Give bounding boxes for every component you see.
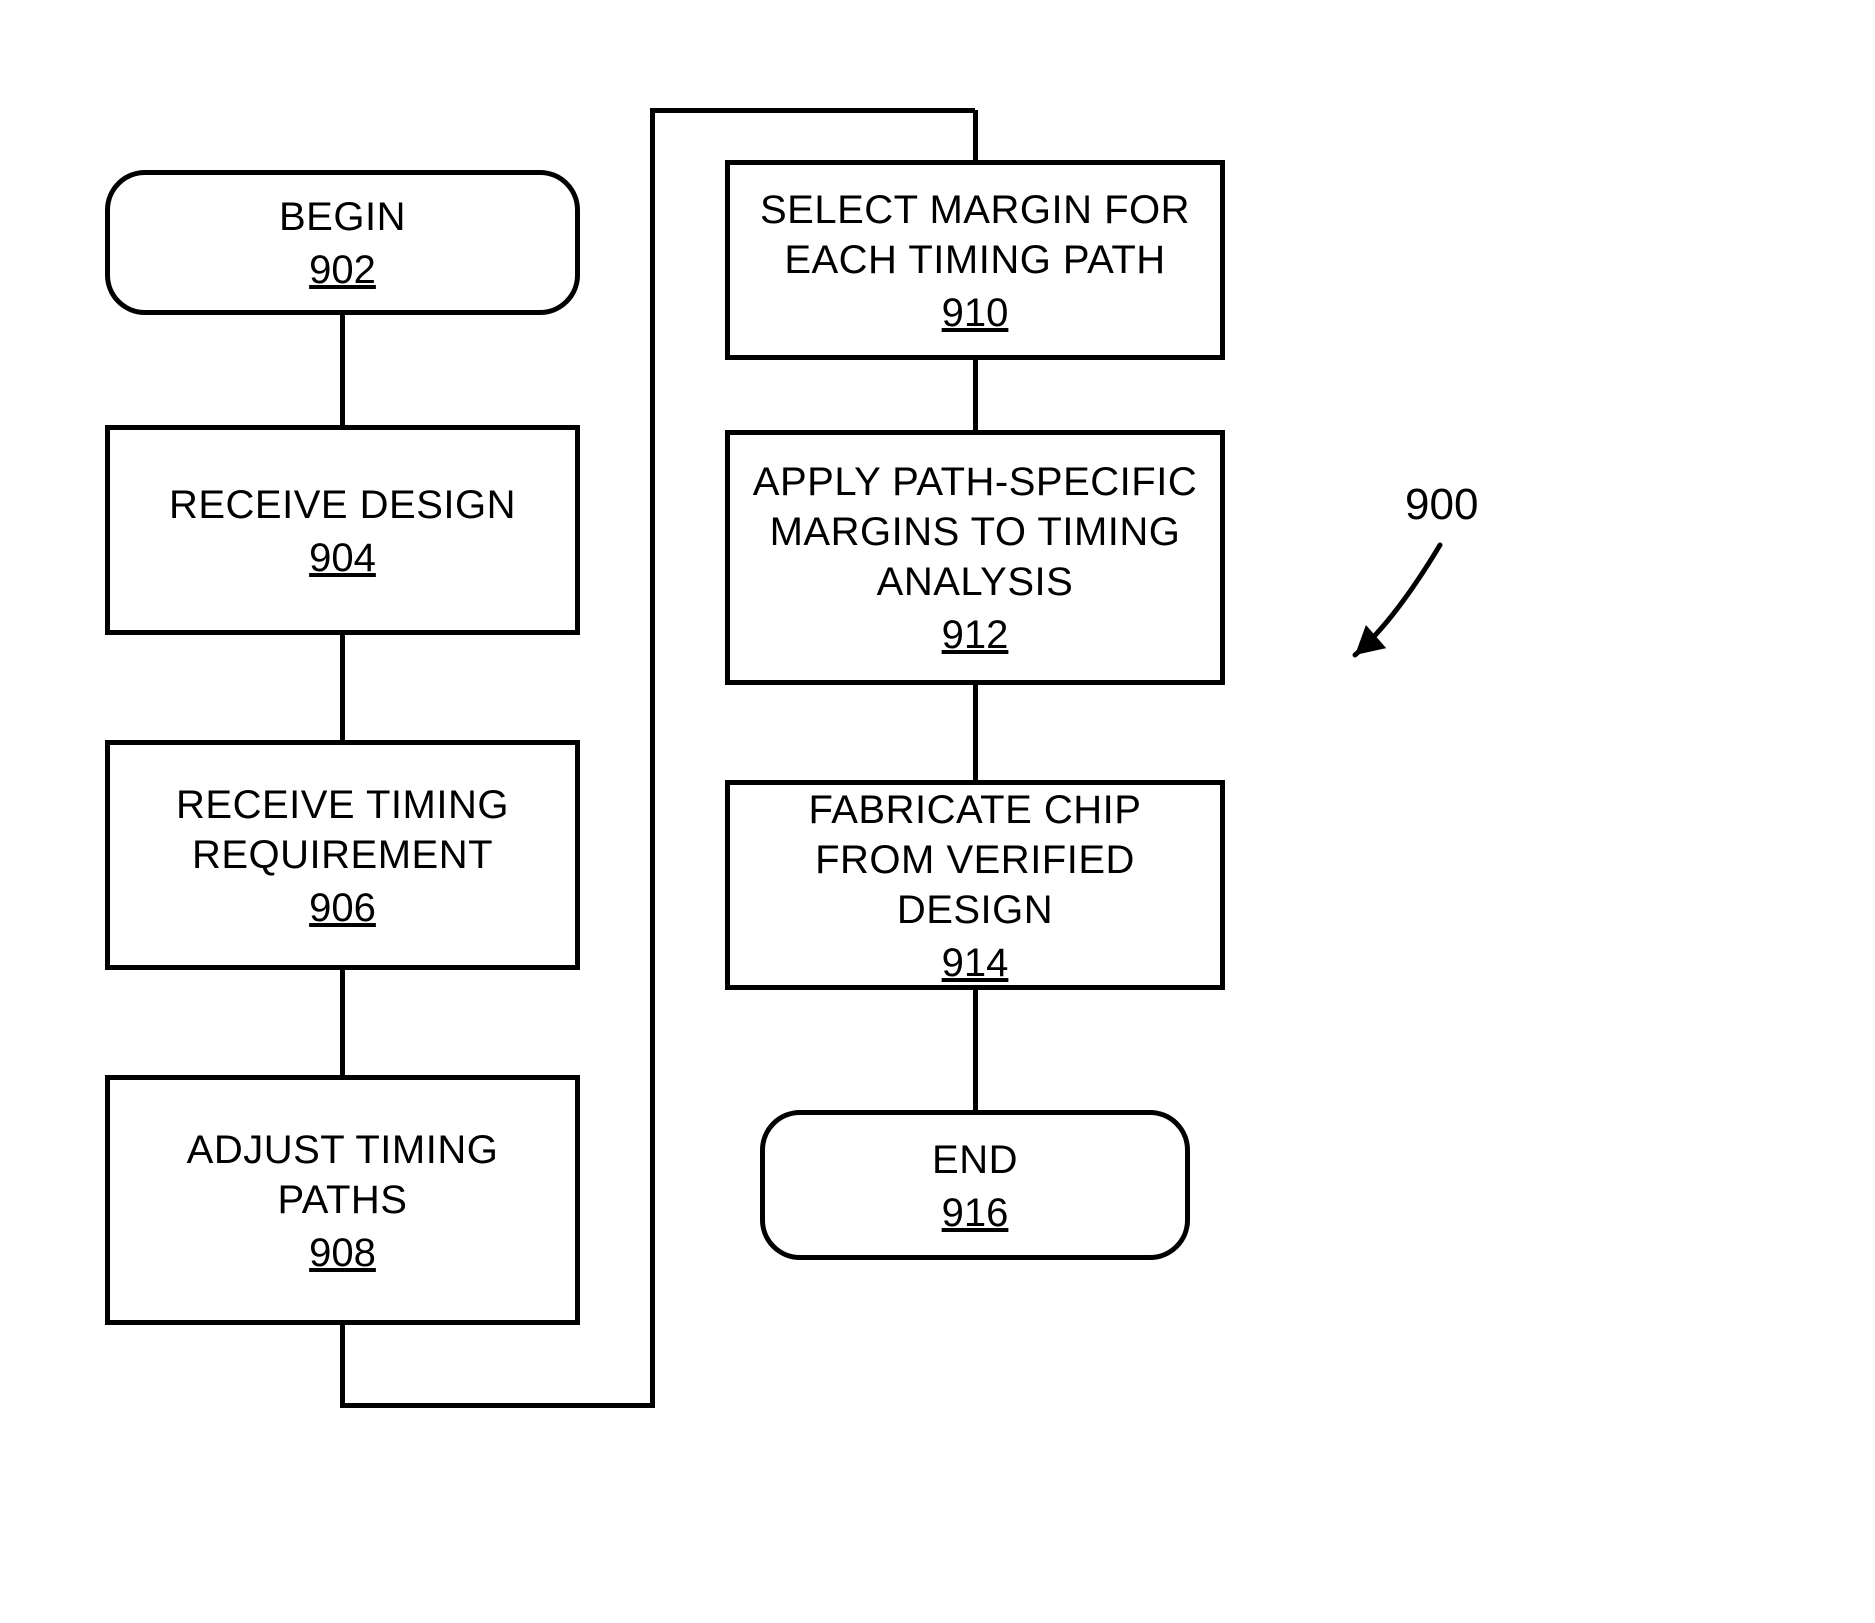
flow-node-910: SELECT MARGIN FOR EACH TIMING PATH 910 — [725, 160, 1225, 360]
flow-node-914: FABRICATE CHIP FROM VERIFIED DESIGN 914 — [725, 780, 1225, 990]
flow-node-title: RECEIVE DESIGN — [169, 480, 516, 530]
flow-node-ref: 914 — [942, 941, 1009, 986]
flow-node-904: RECEIVE DESIGN 904 — [105, 425, 580, 635]
flow-node-ref: 910 — [942, 291, 1009, 336]
flow-node-ref: 902 — [309, 248, 376, 293]
flow-node-title: END — [932, 1135, 1018, 1185]
flow-edge — [340, 970, 345, 1075]
figure-label-arrow — [1322, 512, 1473, 688]
flow-edge — [340, 635, 345, 740]
flow-node-906: RECEIVE TIMING REQUIREMENT 906 — [105, 740, 580, 970]
flow-edge — [973, 685, 978, 780]
flow-edge — [340, 1403, 655, 1408]
flow-node-912: APPLY PATH-SPECIFIC MARGINS TO TIMING AN… — [725, 430, 1225, 685]
flow-edge — [973, 360, 978, 430]
flow-node-title: RECEIVE TIMING REQUIREMENT — [130, 780, 555, 880]
flow-node-ref: 908 — [309, 1231, 376, 1276]
flow-node-title: FABRICATE CHIP FROM VERIFIED DESIGN — [750, 785, 1200, 935]
flow-node-title: BEGIN — [279, 192, 406, 242]
flow-edge — [973, 110, 978, 160]
flow-edge — [973, 990, 978, 1110]
flow-node-916: END 916 — [760, 1110, 1190, 1260]
flow-edge — [340, 1325, 345, 1405]
flow-node-title: APPLY PATH-SPECIFIC MARGINS TO TIMING AN… — [750, 457, 1200, 607]
flow-node-ref: 906 — [309, 886, 376, 931]
flow-edge — [650, 108, 975, 113]
flow-node-908: ADJUST TIMING PATHS 908 — [105, 1075, 580, 1325]
flow-node-ref: 916 — [942, 1191, 1009, 1236]
flow-edge — [650, 108, 655, 1408]
flow-node-902: BEGIN 902 — [105, 170, 580, 315]
flow-node-title: SELECT MARGIN FOR EACH TIMING PATH — [750, 185, 1200, 285]
flow-node-ref: 904 — [309, 536, 376, 581]
flow-node-title: ADJUST TIMING PATHS — [130, 1125, 555, 1225]
flow-node-ref: 912 — [942, 613, 1009, 658]
flow-edge — [340, 315, 345, 425]
flowchart-canvas: BEGIN 902 RECEIVE DESIGN 904 RECEIVE TIMING … — [0, 0, 1875, 1623]
